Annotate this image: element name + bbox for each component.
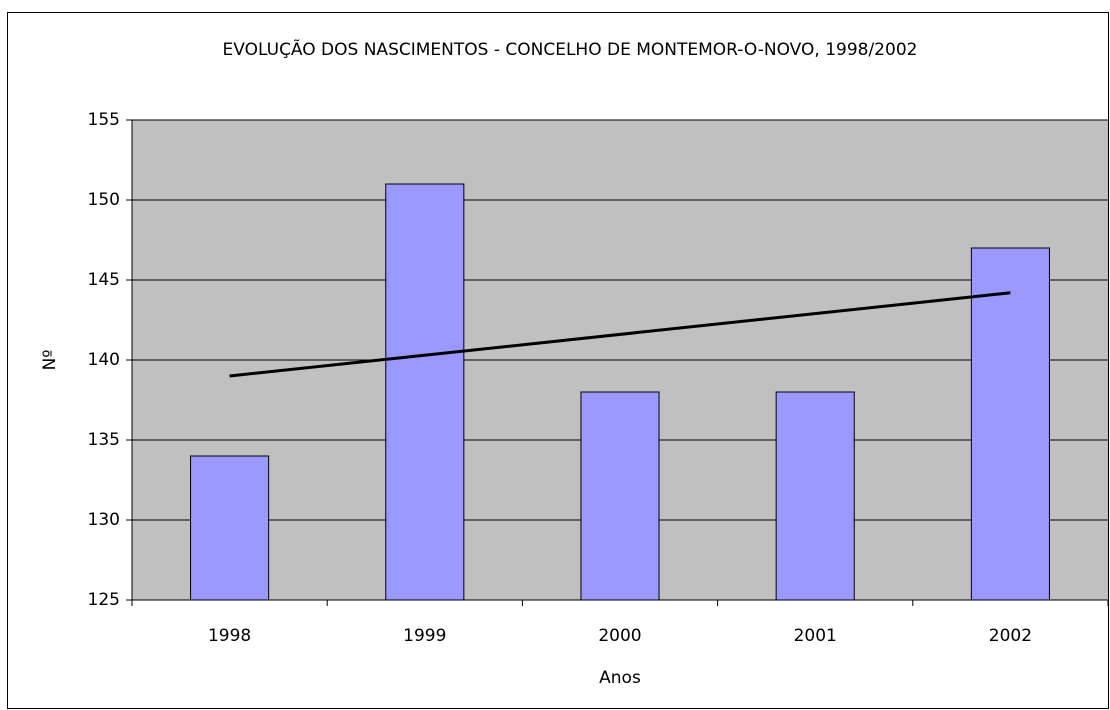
y-tick-label: 135: [88, 430, 120, 450]
x-tick-label: 1999: [403, 626, 446, 646]
bar: [775, 391, 855, 601]
y-tick-label: 140: [88, 350, 120, 370]
y-tick-label: 150: [88, 190, 120, 210]
chart-title: EVOLUÇÃO DOS NASCIMENTOS - CONCELHO DE M…: [223, 38, 918, 60]
bar: [580, 391, 660, 601]
x-tick-label: 1998: [208, 626, 251, 646]
bar: [385, 183, 465, 601]
y-tick-label: 125: [88, 590, 120, 610]
y-tick-label: 130: [88, 510, 120, 530]
x-tick-label: 2000: [598, 626, 641, 646]
x-tick-label: 2002: [989, 626, 1032, 646]
x-tick-label: 2001: [794, 626, 837, 646]
y-axis-label: Nº: [40, 350, 60, 371]
bar: [970, 247, 1050, 601]
x-axis-label: Anos: [599, 668, 641, 688]
bar: [190, 455, 270, 601]
trend-line: [229, 291, 1011, 378]
y-tick-label: 145: [88, 270, 120, 290]
y-tick-label: 155: [88, 110, 120, 130]
